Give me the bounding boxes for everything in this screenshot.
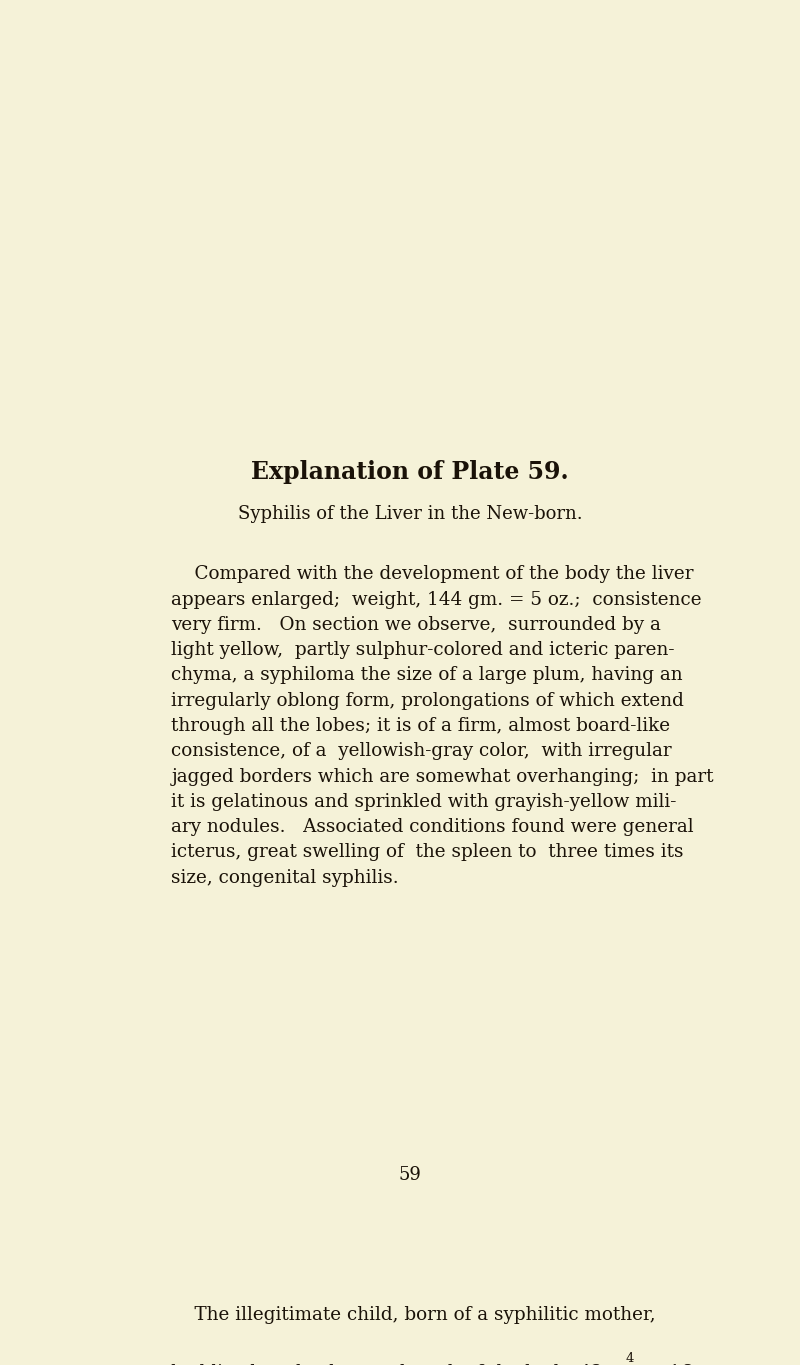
Text: 4: 4 [625,1353,634,1365]
Text: Explanation of Plate 59.: Explanation of Plate 59. [251,460,569,485]
Text: 59: 59 [398,1166,422,1183]
Text: Syphilis of the Liver in the New-born.: Syphilis of the Liver in the New-born. [238,505,582,523]
Text: The illegitimate child, born of a syphilitic mother,: The illegitimate child, born of a syphil… [171,1306,656,1324]
Text: Compared with the development of the body the liver
appears enlarged;  weight, 1: Compared with the development of the bod… [171,565,714,887]
